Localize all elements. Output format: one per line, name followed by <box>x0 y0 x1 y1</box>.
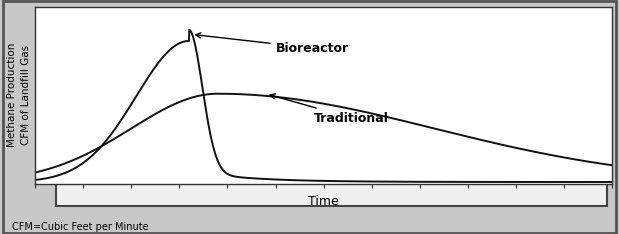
Text: Bioreactor: Bioreactor <box>196 33 348 55</box>
Text: Traditional: Traditional <box>270 94 389 124</box>
X-axis label: Time: Time <box>308 195 339 208</box>
Y-axis label: Methane Production
CFM of Landfill Gas: Methane Production CFM of Landfill Gas <box>7 43 31 147</box>
Text: CFM=Cubic Feet per Minute: CFM=Cubic Feet per Minute <box>12 222 149 232</box>
